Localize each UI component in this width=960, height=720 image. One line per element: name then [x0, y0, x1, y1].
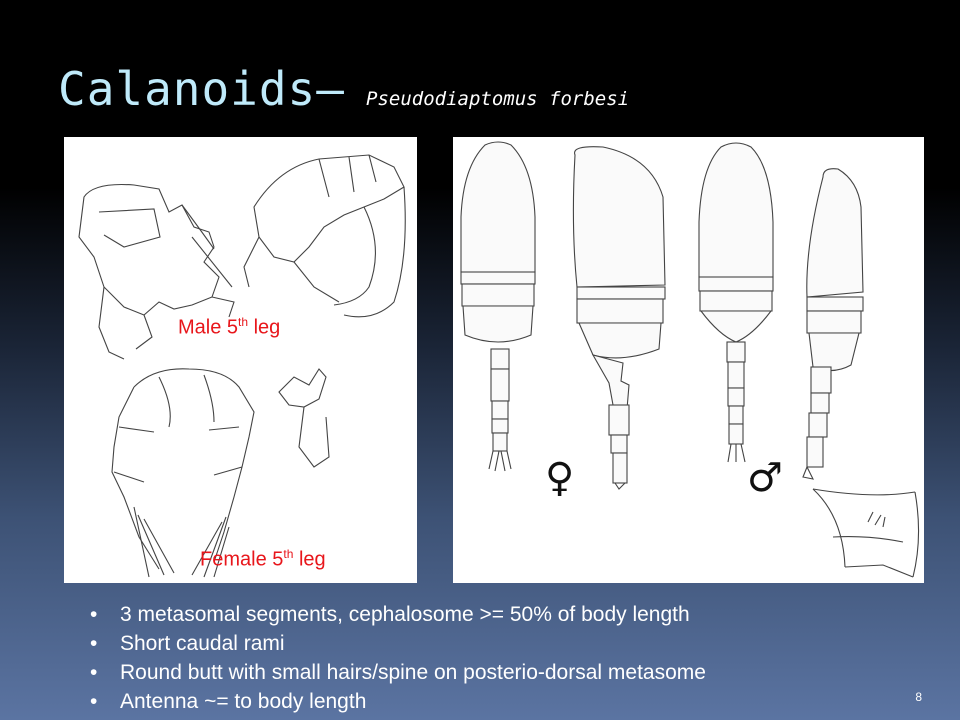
female-label-sup: th: [283, 547, 294, 561]
copepod-body-drawing: [460, 141, 920, 578]
male-symbol-icon: ♂: [747, 455, 783, 501]
female-label-text: Female 5: [200, 548, 284, 571]
bullet-item: Round butt with small hairs/spine on pos…: [90, 658, 706, 687]
bullet-item: 3 metasomal segments, cephalosome >= 50%…: [90, 600, 706, 629]
male-label-sup: th: [238, 315, 249, 329]
bullet-item: Antenna ~= to body length: [90, 687, 706, 716]
female-symbol-icon: ♀: [545, 455, 575, 501]
male-5th-leg-label: Male 5th leg: [178, 315, 280, 340]
fifth-leg-drawing: [78, 154, 406, 578]
female-5th-leg-label: Female 5th leg: [200, 547, 326, 572]
page-number: 8: [915, 690, 922, 704]
male-label-tail: leg: [248, 316, 281, 339]
male-label-text: Male 5: [178, 316, 239, 339]
body-figure: ♀ ♂: [453, 137, 924, 583]
fifth-leg-figure: Male 5th leg Female 5th leg: [64, 137, 417, 583]
bullet-list: 3 metasomal segments, cephalosome >= 50%…: [90, 600, 706, 716]
bullet-item: Short caudal rami: [90, 629, 706, 658]
slide-title: Calanoids–: [58, 62, 345, 116]
female-label-tail: leg: [293, 548, 326, 571]
slide-subtitle: Pseudodiaptomus forbesi: [366, 88, 630, 110]
